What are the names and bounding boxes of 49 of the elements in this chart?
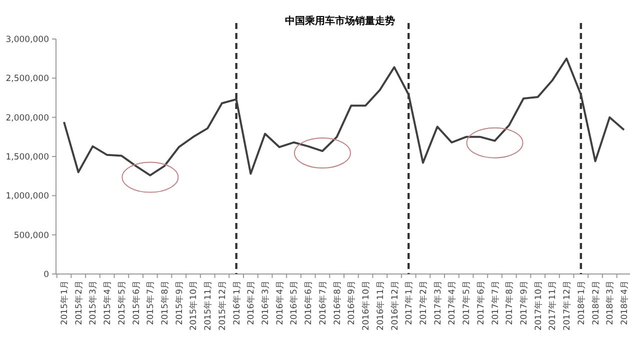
y-tick-label: 3,000,000 xyxy=(6,34,49,45)
x-tick-label: 2016年7月 xyxy=(317,280,328,326)
line-series xyxy=(63,58,625,176)
x-tick-label: 2017年1月 xyxy=(404,280,415,326)
x-tick-label: 2017年10月 xyxy=(532,280,544,330)
x-tick-label: 2016年6月 xyxy=(303,280,314,326)
x-tick-label: 2015年1月 xyxy=(59,280,70,326)
x-tick-label: 2017年6月 xyxy=(475,280,486,326)
x-tick-label: 2016年11月 xyxy=(374,280,386,330)
x-tick-label: 2017年5月 xyxy=(461,280,472,326)
x-tick-label: 2017年2月 xyxy=(418,280,429,326)
x-tick-label: 2016年3月 xyxy=(260,280,272,326)
x-tick-label: 2015年8月 xyxy=(160,280,171,326)
x-tick-label: 2016年4月 xyxy=(274,280,286,326)
y-tick-label: 1,500,000 xyxy=(6,152,49,162)
x-tick-label: 2015年6月 xyxy=(130,280,142,326)
x-tick-label: 2016年10月 xyxy=(360,280,372,330)
x-tick-label: 2017年3月 xyxy=(432,280,444,326)
x-tick-label: 2016年8月 xyxy=(332,280,343,326)
x-tick-label: 2015年4月 xyxy=(102,280,114,326)
y-tick-label: 2,500,000 xyxy=(6,74,49,84)
x-tick-label: 2017年9月 xyxy=(518,280,530,326)
x-tick-label: 2015年7月 xyxy=(145,280,156,326)
y-tick-label: 2,000,000 xyxy=(6,113,49,124)
chart-title: 中国乘用车市场销量走势 xyxy=(285,15,395,27)
x-tick-label: 2015年5月 xyxy=(116,280,128,326)
x-tick-label: 2018年2月 xyxy=(590,280,602,326)
y-tick-label: 1,000,000 xyxy=(6,192,49,202)
x-tick-label: 2017年12月 xyxy=(562,280,573,330)
x-tick-label: 2017年4月 xyxy=(446,280,458,326)
x-tick-label: 2015年3月 xyxy=(88,280,99,326)
x-tick-label: 2018年4月 xyxy=(619,280,630,326)
x-tick-label: 2017年8月 xyxy=(504,280,516,326)
x-tick-label: 2017年7月 xyxy=(490,280,501,326)
x-tick-label: 2016年2月 xyxy=(246,280,257,326)
x-tick-label: 2015年11月 xyxy=(202,280,214,330)
x-tick-label: 2018年3月 xyxy=(604,280,616,326)
x-tick-label: 2015年10月 xyxy=(188,280,200,330)
y-tick-label: 500,000 xyxy=(14,230,49,241)
x-tick-label: 2018年1月 xyxy=(576,280,587,326)
x-tick-label: 2015年2月 xyxy=(73,280,84,326)
x-tick-label: 2016年9月 xyxy=(346,280,358,326)
x-tick-label: 2016年12月 xyxy=(389,280,400,330)
x-tick-label: 2015年9月 xyxy=(174,280,185,326)
x-tick-label: 2016年1月 xyxy=(231,280,242,326)
y-tick-label: 0 xyxy=(44,270,49,280)
x-tick-label: 2015年12月 xyxy=(216,280,228,330)
x-tick-label: 2016年5月 xyxy=(288,280,300,326)
x-tick-label: 2017年11月 xyxy=(547,280,558,330)
